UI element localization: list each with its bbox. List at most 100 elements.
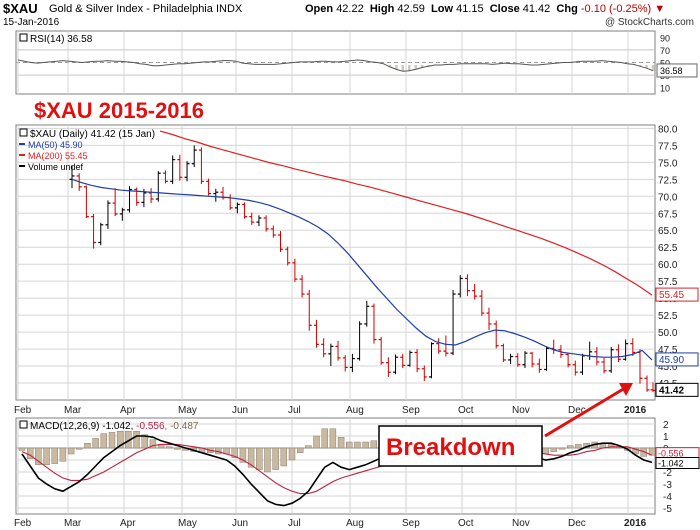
month-tick-label: Sep [402, 405, 420, 416]
macd-histogram-bar [566, 445, 574, 449]
price-candle [472, 283, 478, 300]
macd-histogram-bar [108, 432, 116, 449]
price-candle [479, 290, 485, 316]
macd-histogram-bar [149, 439, 157, 449]
price-tick-label: 67.5 [658, 209, 678, 220]
rsi-value-label: 36.58 [660, 66, 683, 76]
price-candle [306, 290, 312, 331]
low-value: 41.15 [456, 3, 484, 15]
rsi-line [17, 59, 654, 72]
price-candle [529, 351, 535, 368]
index-name-text: Gold & Silver Index - Philadelphia [49, 3, 213, 15]
macd-histogram-bar [550, 447, 558, 452]
ohlc-readout: Open 42.22 High 42.59 Low 41.15 Close 41… [305, 3, 665, 15]
price-tick-label: 50.0 [658, 328, 678, 339]
price-candle [335, 340, 341, 361]
open-value: 42.22 [336, 3, 364, 15]
macd-month-tick-label: Sep [402, 518, 420, 529]
price-candle [148, 188, 154, 204]
price-legend-entry: MA(200) 55.45 [28, 151, 88, 161]
macd-histogram-bar [575, 444, 582, 449]
macd-signal-line [21, 441, 653, 495]
open-label: Open [305, 3, 334, 15]
macd-tick-label: -4 [663, 492, 672, 503]
price-candle [407, 350, 413, 367]
month-tick-label: Jul [288, 405, 301, 416]
month-tick-label: Mar [64, 405, 82, 416]
ma50-value-box [655, 352, 699, 367]
annotations-layer: Breakdown [378, 383, 633, 467]
price-candle [112, 188, 118, 216]
macd-histogram-bar [370, 440, 378, 449]
month-tick-label: 2016 [624, 405, 647, 416]
price-tick-label: 72.5 [658, 175, 678, 186]
macd-histogram-bar [280, 447, 288, 467]
price-candle [493, 320, 499, 349]
macd-month-tick-label: May [178, 518, 197, 529]
price-candle [349, 353, 355, 373]
ma200-value-label: 55.45 [659, 290, 684, 301]
month-tick-label: Aug [346, 405, 364, 416]
breakdown-label: Breakdown [386, 434, 515, 461]
ma50-line [71, 178, 653, 361]
macd-histogram-bar [607, 444, 615, 449]
close-value-label: 41.42 [659, 385, 684, 396]
price-candle [608, 347, 614, 373]
macd-histogram-bar [362, 441, 369, 449]
price-candle [206, 178, 212, 196]
price-legend-entry: $XAU (Daily) 41.42 (15 Jan) [30, 129, 155, 140]
rsi-label: RSI(14) 36.58 [30, 34, 93, 45]
macd-month-tick-label: Mar [64, 518, 82, 529]
macd-histogram-bar [296, 447, 304, 454]
price-candle [234, 202, 240, 214]
month-tick-label: May [178, 405, 197, 416]
price-candle [443, 335, 449, 357]
price-candle [278, 230, 284, 252]
index-name: Gold & Silver Index - Philadelphia INDX [49, 3, 242, 15]
breakdown-arrow-head [619, 383, 633, 396]
macd-histogram-bar [141, 434, 148, 449]
macd-histogram-bar [542, 447, 549, 455]
macd-value: -1.042 [658, 459, 684, 469]
price-tick-label: 47.5 [658, 345, 678, 356]
price-candle [357, 321, 363, 361]
rsi-value-box [656, 63, 698, 78]
price-candle [544, 346, 550, 371]
macd-histogram-bar [51, 447, 58, 464]
price-tick-label: 57.5 [658, 277, 678, 288]
price-candle [249, 212, 255, 225]
price-panel: 80.0 77.5 75.0 72.5 70.0 67.5 65.0 62.5 60.0 57.5… [15, 98, 699, 401]
rsi-tick-label: 90 [660, 33, 670, 43]
price-candle [155, 171, 161, 202]
price-candle [270, 225, 276, 238]
price-tick-label: 70.0 [658, 192, 678, 203]
macd-histogram-bar [288, 447, 296, 461]
macd-histogram-bar [558, 447, 566, 450]
price-candle [162, 170, 168, 184]
ma50-value-label: 45.90 [659, 355, 684, 366]
price-tick-label: 60.0 [658, 260, 678, 271]
price-candle [328, 343, 334, 367]
macd-histogram-bar [354, 441, 361, 449]
price-candle [371, 303, 377, 344]
price-candle [572, 360, 578, 376]
macd-legend-box [19, 420, 28, 429]
price-candle [198, 147, 204, 185]
price-tick-label: 62.5 [658, 243, 678, 254]
price-tick-label: 75.0 [658, 158, 678, 169]
price-legend: $XAU (Daily) 41.42 (15 Jan)MA(50) 45.90M… [19, 128, 155, 172]
price-candle [191, 145, 197, 168]
high-value: 42.59 [397, 3, 425, 15]
macd-histogram-bar [264, 447, 271, 473]
price-candle [299, 275, 305, 298]
chart-header: $XAU Gold & Silver Index - Philadelphia … [0, 0, 700, 30]
rsi-tick-label: 10 [660, 84, 670, 94]
price-tick-label: 65.0 [658, 226, 678, 237]
macd-histogram-bar [337, 437, 345, 449]
macd-month-tick-label: Dec [568, 518, 586, 529]
price-candle [184, 160, 190, 182]
macd-histogram-bar [174, 447, 181, 450]
